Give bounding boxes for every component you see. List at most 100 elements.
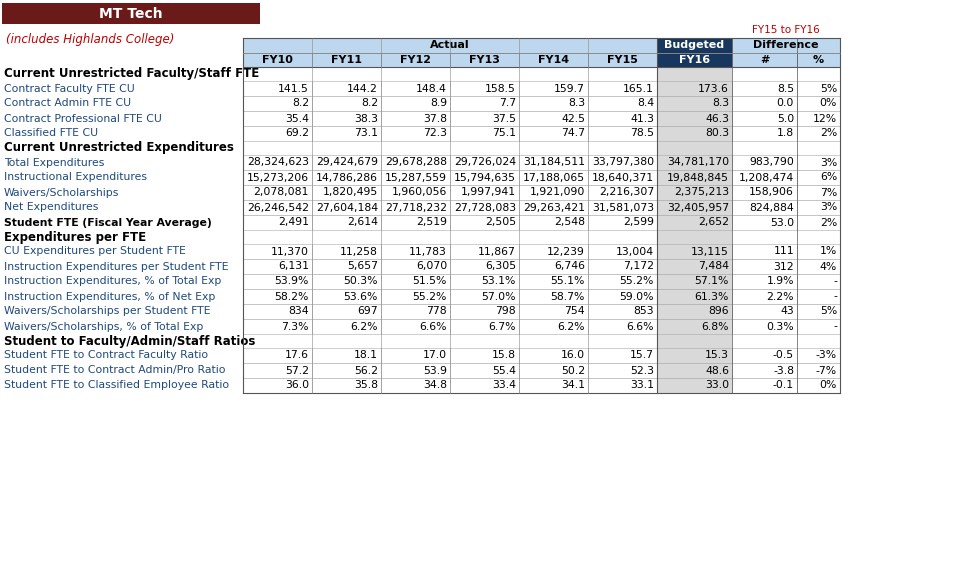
Bar — [732, 126, 797, 141]
Text: 18.1: 18.1 — [354, 350, 378, 360]
Bar — [797, 259, 840, 274]
Bar — [588, 289, 657, 304]
Bar — [519, 348, 588, 363]
Bar — [243, 126, 312, 141]
Bar — [657, 244, 732, 259]
Bar — [732, 348, 797, 363]
Text: 1,960,056: 1,960,056 — [392, 188, 447, 198]
Text: Budgeted: Budgeted — [665, 41, 725, 51]
Text: 19,848,845: 19,848,845 — [667, 172, 729, 182]
Text: 0%: 0% — [819, 99, 837, 109]
Text: FY14: FY14 — [538, 55, 569, 65]
Bar — [588, 304, 657, 319]
Text: 27,718,232: 27,718,232 — [385, 202, 447, 212]
Text: Difference: Difference — [753, 41, 818, 51]
Bar — [657, 289, 732, 304]
Text: FY12: FY12 — [400, 55, 431, 65]
Text: 31,581,073: 31,581,073 — [592, 202, 654, 212]
Bar — [732, 38, 840, 53]
Bar — [243, 215, 312, 230]
Bar — [588, 81, 657, 96]
Bar — [732, 81, 797, 96]
Bar — [243, 170, 312, 185]
Text: 754: 754 — [564, 306, 585, 316]
Text: 7.3%: 7.3% — [282, 322, 309, 332]
Text: 7.7: 7.7 — [499, 99, 516, 109]
Text: 834: 834 — [288, 306, 309, 316]
Text: 56.2: 56.2 — [354, 366, 378, 376]
Text: 55.2%: 55.2% — [620, 276, 654, 286]
Bar — [732, 363, 797, 378]
Bar — [519, 53, 588, 67]
Text: Actual: Actual — [430, 41, 470, 51]
Text: -0.5: -0.5 — [773, 350, 794, 360]
Text: 78.5: 78.5 — [630, 129, 654, 139]
Bar — [797, 304, 840, 319]
Text: 158.5: 158.5 — [485, 83, 516, 93]
Bar — [588, 185, 657, 200]
Text: 2,652: 2,652 — [698, 218, 729, 228]
Bar — [519, 200, 588, 215]
Bar — [381, 289, 450, 304]
Bar — [381, 81, 450, 96]
Bar — [381, 96, 450, 111]
Text: Student to Faculty/Admin/Staff Ratios: Student to Faculty/Admin/Staff Ratios — [4, 335, 255, 348]
Text: -3.8: -3.8 — [773, 366, 794, 376]
Bar — [243, 111, 312, 126]
Bar — [381, 215, 450, 230]
Text: 111: 111 — [774, 246, 794, 256]
Text: 53.9: 53.9 — [423, 366, 447, 376]
Bar — [381, 363, 450, 378]
Text: Current Unrestricted Faculty/Staff FTE: Current Unrestricted Faculty/Staff FTE — [4, 68, 259, 81]
Bar — [657, 259, 732, 274]
Text: 0%: 0% — [819, 380, 837, 390]
Bar — [797, 200, 840, 215]
Text: 1,208,474: 1,208,474 — [739, 172, 794, 182]
Text: 8.2: 8.2 — [292, 99, 309, 109]
Bar — [588, 259, 657, 274]
Bar — [657, 304, 732, 319]
Text: 5%: 5% — [819, 83, 837, 93]
Bar — [450, 170, 519, 185]
Bar — [312, 289, 381, 304]
Bar — [732, 319, 797, 334]
Text: 17,188,065: 17,188,065 — [523, 172, 585, 182]
Text: 80.3: 80.3 — [705, 129, 729, 139]
Bar — [797, 244, 840, 259]
Bar — [243, 274, 312, 289]
Bar — [312, 200, 381, 215]
Text: Student FTE (Fiscal Year Average): Student FTE (Fiscal Year Average) — [4, 218, 212, 228]
Bar — [519, 215, 588, 230]
Text: 42.5: 42.5 — [561, 113, 585, 123]
Text: 53.1%: 53.1% — [481, 276, 516, 286]
Text: -: - — [833, 322, 837, 332]
Bar — [732, 200, 797, 215]
Text: Waivers/Scholarships per Student FTE: Waivers/Scholarships per Student FTE — [4, 306, 210, 316]
Bar — [797, 215, 840, 230]
Text: Contract Admin FTE CU: Contract Admin FTE CU — [4, 99, 131, 109]
Text: 1,997,941: 1,997,941 — [461, 188, 516, 198]
Bar — [732, 185, 797, 200]
Text: Expenditures per FTE: Expenditures per FTE — [4, 230, 146, 243]
Bar — [243, 53, 312, 67]
Text: 34,781,170: 34,781,170 — [667, 158, 729, 168]
Text: 53.6%: 53.6% — [344, 292, 378, 302]
Bar — [519, 319, 588, 334]
Bar — [588, 111, 657, 126]
Bar — [732, 304, 797, 319]
Text: -: - — [833, 292, 837, 302]
Text: 38.3: 38.3 — [354, 113, 378, 123]
Bar — [657, 155, 732, 170]
Bar — [450, 111, 519, 126]
Bar — [657, 348, 732, 363]
Text: 7,172: 7,172 — [623, 262, 654, 272]
Text: Instruction Expenditures, % of Net Exp: Instruction Expenditures, % of Net Exp — [4, 292, 216, 302]
Bar — [381, 274, 450, 289]
Text: 1,820,495: 1,820,495 — [323, 188, 378, 198]
Bar — [381, 170, 450, 185]
Text: 6%: 6% — [819, 172, 837, 182]
Text: 11,783: 11,783 — [409, 246, 447, 256]
Text: FY10: FY10 — [262, 55, 293, 65]
Text: 15.7: 15.7 — [630, 350, 654, 360]
Text: 5,657: 5,657 — [347, 262, 378, 272]
